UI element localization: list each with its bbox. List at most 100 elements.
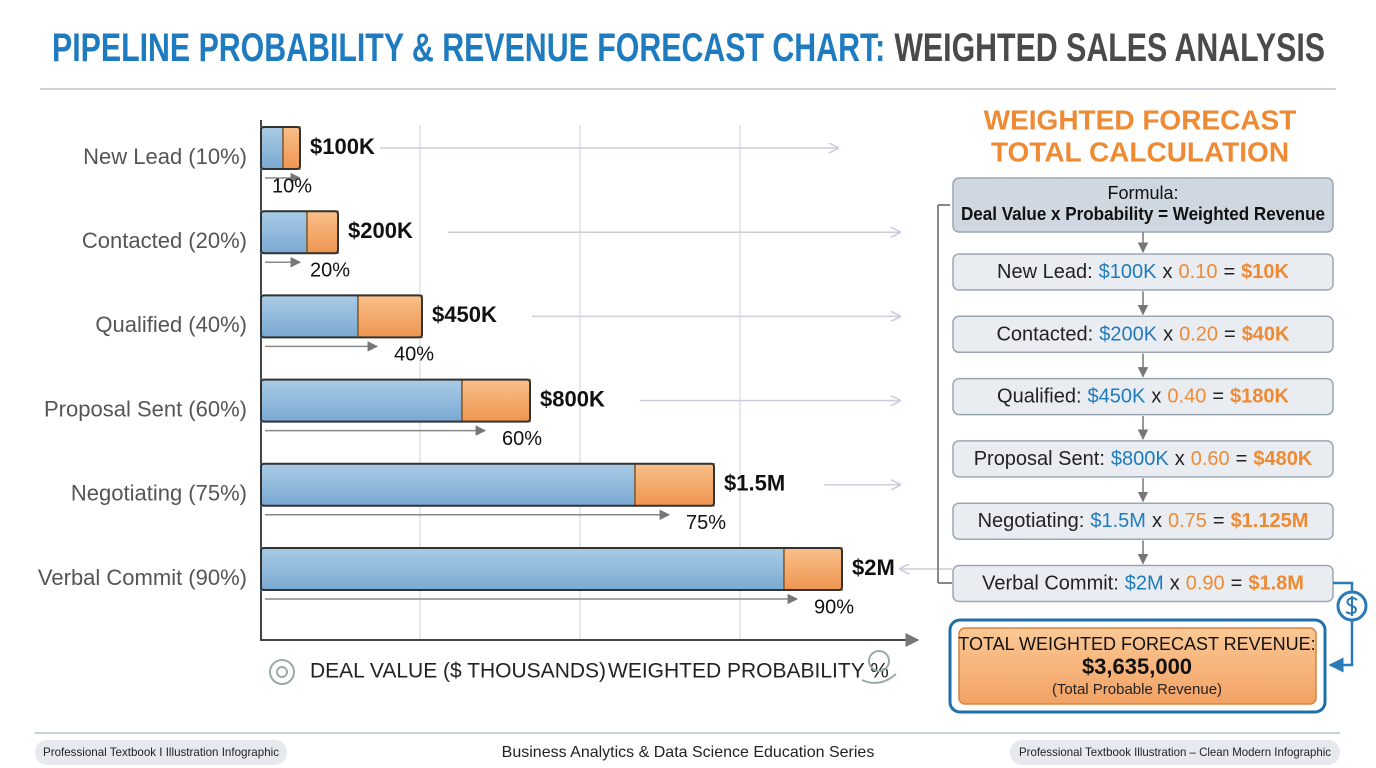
step-stage: New Lead: [997,261,1093,283]
step-result: $1.125M [1231,510,1309,532]
value-label: $100K [310,134,375,159]
bar-deal [260,210,308,254]
stage-label: Negotiating (75%) [71,481,247,506]
icon-gear [269,659,295,685]
stage-label: New Lead (10%) [83,144,247,169]
step-value: $200K [1099,324,1157,346]
step-text: New Lead: $100K x 0.10 = $10K [997,261,1289,283]
step-probability: 0.40 [1167,386,1206,408]
step-equals: = [1236,448,1248,470]
bar-deal [260,294,359,339]
footer-pill [1010,740,1340,765]
connector [1328,620,1354,673]
step-value: $100K [1099,261,1157,283]
step-text: Qualified: $450K x 0.40 = $180K [997,386,1289,408]
bar-outline [260,126,301,170]
probability-label: 10% [272,175,312,197]
step-equals: = [1231,573,1243,595]
probability-label: 60% [502,428,542,450]
step-times: x [1170,573,1180,595]
step-box [952,502,1334,540]
step-result: $480K [1253,448,1312,470]
bar-deal [260,378,463,423]
bar-outline [260,462,715,507]
total-value: $3,635,000 [1082,654,1192,679]
bar-deal [260,547,785,591]
step-stage: Verbal Commit: [982,573,1119,595]
bar-outline [260,210,339,255]
stage-rows: New Lead (10%) $100K 10% Contacted (20%) $20… [38,126,952,618]
step-text: Negotiating: $1.5M x 0.75 = $1.125M [978,510,1309,532]
step-text: Proposal Sent: $800K x 0.60 = $480K [974,448,1313,470]
step-equals: = [1213,510,1225,532]
stage-label: Contacted (20%) [82,228,247,253]
step-box [952,377,1334,416]
dollar-glyph [1345,596,1358,616]
step-value: $800K [1111,448,1169,470]
step-equals: = [1224,324,1236,346]
step-probability: 0.10 [1179,261,1218,283]
formula-label: Formula: [1107,183,1178,203]
bar-deal [260,126,284,170]
bar-outline [260,547,843,591]
step-stage: Contacted: [996,324,1093,346]
step-times: x [1151,386,1161,408]
step-box [952,315,1334,354]
step-probability: 0.75 [1168,510,1207,532]
title: PIPELINE PROBABILITY & REVENUE FORECAST … [52,26,1325,70]
total-note: (Total Probable Revenue) [1052,681,1222,698]
step-result: $10K [1241,261,1289,283]
step-times: x [1152,510,1162,532]
bar-weighted [461,378,531,423]
title-main: PIPELINE PROBABILITY & REVENUE FORECAST … [52,26,885,70]
step-stage: Proposal Sent: [974,448,1105,470]
step-stage: Negotiating: [978,510,1085,532]
step-value: $450K [1088,386,1146,408]
probability-label: 20% [310,259,350,281]
stage-label: Qualified (40%) [95,312,247,337]
bar-weighted [357,294,423,339]
bar-weighted [282,126,301,170]
icon-money [861,650,897,684]
step-result: $1.8M [1248,573,1304,595]
step-text: Verbal Commit: $2M x 0.90 = $1.8M [982,573,1304,595]
panel-title: WEIGHTED FORECAST [984,104,1297,135]
total-frame [948,618,1327,714]
panel-title: TOTAL CALCULATION [991,136,1289,167]
step-stage: Qualified: [997,386,1082,408]
step-probability: 0.90 [1186,573,1225,595]
probability-label: 90% [814,596,854,618]
footer-left: Professional Textbook I Illustration Inf… [43,745,279,759]
step-value: $1.5M [1090,510,1146,532]
step-times: x [1175,448,1185,470]
bar-weighted [634,463,715,507]
title-sub: WEIGHTED SALES ANALYSIS [894,26,1325,70]
bar-outline [260,294,423,339]
bar-weighted [306,210,339,254]
footer-center: Business Analytics & Data Science Educat… [502,744,875,761]
formula-text: Deal Value x Probability = Weighted Reve… [961,204,1325,224]
step-result: $40K [1242,324,1290,346]
bar-weighted [783,547,843,591]
step-equals: = [1223,261,1235,283]
bar-deal [260,463,636,507]
step-result: $180K [1230,386,1289,408]
step-probability: 0.20 [1179,324,1218,346]
probability-label: 40% [394,344,434,366]
total-box [958,627,1317,705]
stage-label: Proposal Sent (60%) [44,396,247,421]
bar-outline [260,378,531,423]
value-label: $200K [348,218,413,243]
connector [1333,581,1354,592]
step-box [952,253,1334,291]
step-times: x [1163,324,1173,346]
value-label: $450K [432,302,497,327]
stage-label: Verbal Commit (90%) [38,565,247,590]
step-probability: 0.60 [1191,448,1230,470]
value-label: $1.5M [724,471,785,496]
value-label: $800K [540,386,605,411]
total-label: TOTAL WEIGHTED FORECAST REVENUE: [958,634,1315,654]
step-text: Contacted: $200K x 0.20 = $40K [996,324,1290,346]
